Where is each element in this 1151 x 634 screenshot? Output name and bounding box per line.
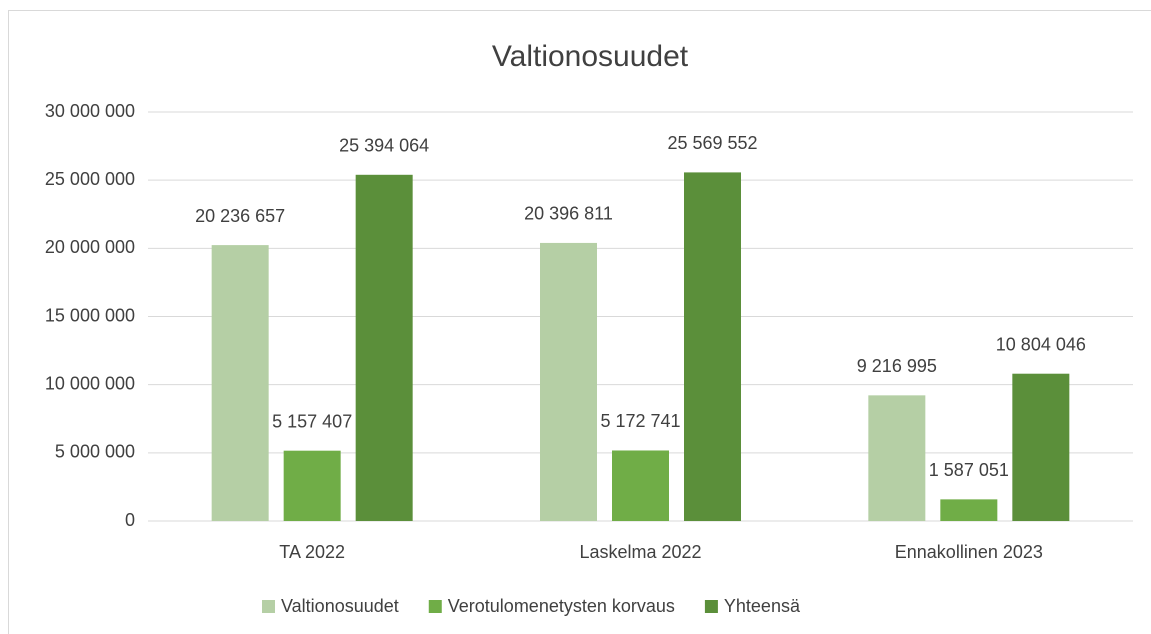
legend-label: Valtionosuudet — [281, 596, 399, 616]
bar — [868, 395, 926, 521]
y-tick-label: 20 000 000 — [45, 237, 135, 257]
y-tick-label: 5 000 000 — [55, 442, 135, 462]
value-label: 9 216 995 — [857, 356, 937, 376]
value-label: 25 569 552 — [667, 133, 757, 153]
bar — [940, 499, 998, 521]
legend-swatch — [704, 600, 718, 613]
legend-swatch — [428, 600, 442, 613]
bar — [684, 172, 741, 521]
bar — [211, 245, 269, 521]
value-label: 5 172 741 — [600, 411, 680, 431]
value-label: 25 394 064 — [339, 136, 429, 156]
bar — [355, 174, 413, 522]
y-tick-label: 30 000 000 — [45, 101, 135, 121]
y-tick-label: 25 000 000 — [45, 169, 135, 189]
value-label: 1 587 051 — [929, 460, 1009, 480]
legend-label: Verotulomenetysten korvaus — [448, 596, 675, 616]
bar — [540, 242, 597, 522]
bar — [283, 450, 341, 521]
x-tick-label: Laskelma 2022 — [579, 542, 701, 562]
legend-swatch — [262, 600, 275, 613]
legend-label: Yhteensä — [724, 596, 801, 616]
bar — [612, 450, 669, 521]
chart-title: Valtionosuudet — [492, 40, 689, 73]
value-label: 20 396 811 — [524, 204, 613, 224]
y-tick-label: 15 000 000 — [45, 305, 135, 325]
y-tick-label: 10 000 000 — [45, 373, 135, 393]
x-tick-label: Ennakollinen 2023 — [895, 542, 1043, 562]
value-label: 20 236 657 — [195, 206, 285, 226]
y-tick-label: 0 — [125, 510, 135, 530]
bar — [1012, 373, 1070, 521]
x-tick-label: TA 2022 — [279, 542, 345, 562]
value-label: 5 157 407 — [272, 411, 352, 431]
value-label: 10 804 046 — [996, 334, 1086, 354]
